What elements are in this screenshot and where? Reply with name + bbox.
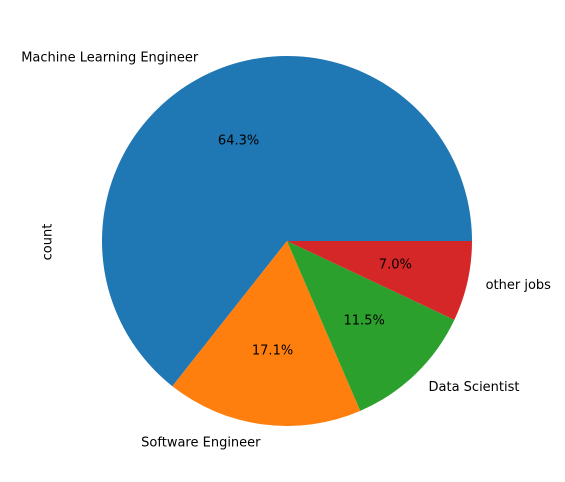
pie-slices [102,55,473,426]
slice-pct-other-jobs: 7.0% [379,258,412,273]
slice-label-data-scientist: Data Scientist [429,380,520,395]
slice-pct-software-engineer: 17.1% [252,344,293,359]
slice-label-other-jobs: other jobs [486,278,552,293]
slice-label-software-engineer: Software Engineer [141,435,261,450]
pie-slice-data-scientist [287,241,455,411]
y-axis-label: count [41,224,56,261]
pie-slice-machine-learning-engineer [102,55,473,387]
slice-pct-machine-learning-engineer: 64.3% [218,134,259,149]
slice-pct-data-scientist: 11.5% [344,313,385,328]
pie-slice-software-engineer [172,241,361,426]
slice-label-machine-learning-engineer: Machine Learning Engineer [21,50,199,65]
pie-slice-other-jobs [287,241,472,320]
pie-labels: Machine Learning Engineer 64.3% Software E… [21,50,551,450]
